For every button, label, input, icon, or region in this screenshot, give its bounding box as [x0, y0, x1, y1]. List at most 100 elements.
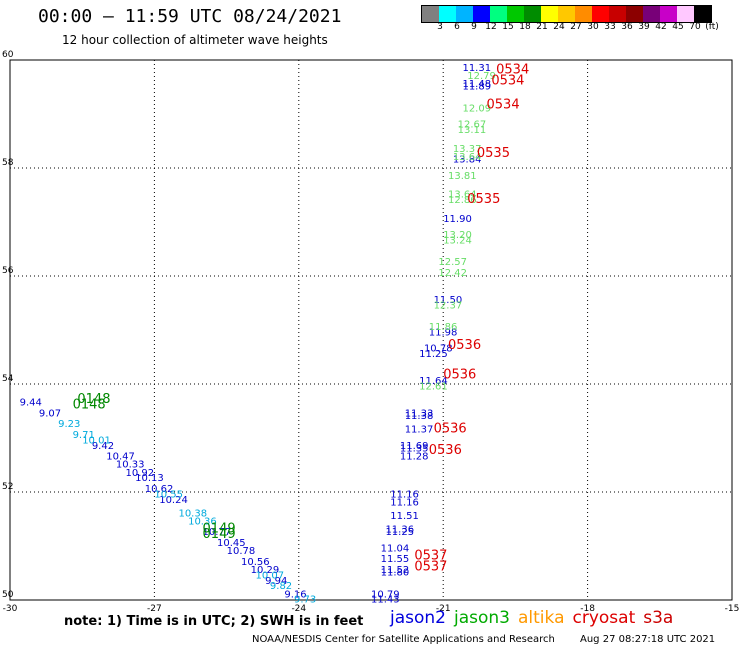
data-point-jason3: 13.37: [453, 144, 482, 155]
data-point-jason2-cyan: 10.01: [82, 435, 111, 446]
color-scale-label: 18: [519, 22, 531, 32]
data-point-jason3: 13.11: [458, 125, 487, 136]
data-point-jason3: 12.42: [438, 268, 467, 279]
color-scale-cell: [558, 6, 575, 22]
data-point-jason2: 11.16: [390, 498, 419, 509]
data-point-jason2: 11.38: [405, 411, 434, 422]
data-point-jason3: 13.81: [448, 171, 477, 182]
data-point-cryosat: 0534: [487, 98, 520, 113]
color-scale-label: 36: [621, 22, 633, 32]
color-scale-cell: [507, 6, 524, 22]
data-point-jason3: 12.09: [462, 103, 491, 114]
y-tick-label: 54: [2, 374, 14, 384]
color-scale-cell: [541, 6, 558, 22]
data-point-jason2-cyan: 10.36: [188, 516, 217, 527]
color-scale-label: 9: [471, 22, 477, 32]
color-scale-cell: [456, 6, 473, 22]
data-point-jason2: 10.24: [159, 495, 188, 506]
data-point-jason2: 11.16: [390, 489, 419, 500]
data-point-jason2: 10.29: [251, 565, 280, 576]
page-subtitle: 12 hour collection of altimeter wave hei…: [62, 33, 328, 47]
data-point-jason2: 10.13: [135, 473, 164, 484]
color-scale-label: 21: [536, 22, 548, 32]
data-point-cryosat: 0536: [443, 368, 476, 383]
y-tick-label: 52: [2, 482, 13, 492]
data-point-jason2: 11.25: [385, 527, 414, 538]
legend-entry-jason2: jason2: [390, 608, 446, 628]
x-tick-label: -30: [3, 604, 18, 614]
data-point-cryosat: 0536: [429, 443, 462, 458]
data-point-cryosat: 0537: [414, 559, 447, 574]
color-scale-label: 45: [672, 22, 684, 32]
data-point-jason3: 12.67: [458, 120, 487, 131]
data-point-jason3: 12.57: [438, 257, 467, 268]
data-point-jason3: 13.24: [443, 236, 472, 247]
data-point-jason2: 11.69: [400, 441, 429, 452]
data-point-jason2: 11.50: [434, 295, 463, 306]
data-point-jason2: 11.98: [429, 327, 458, 338]
data-point-jason2: 11.28: [400, 452, 429, 463]
x-tick-label: -27: [147, 604, 162, 614]
data-point-jason2: 11.52: [381, 565, 410, 576]
data-point-jason3: 12.86: [448, 195, 477, 206]
color-scale-cell: [660, 6, 677, 22]
x-tick-label: -18: [580, 604, 595, 614]
data-point-jason2: 10.33: [116, 460, 145, 471]
data-point-jason3: 11.86: [429, 322, 458, 333]
data-point-jason2: 11.90: [443, 214, 472, 225]
data-point-jason3: 13.20: [443, 230, 472, 241]
color-scale-label: 70: [689, 22, 701, 32]
color-scale-cell: [490, 6, 507, 22]
satellite-legend: jason2 jason3 altika cryosat s3a: [390, 608, 681, 628]
data-point-jason2: 9.94: [265, 576, 287, 587]
data-point-jason2: 10.47: [106, 452, 135, 463]
data-point-jason3: 13.64: [448, 190, 477, 201]
data-point-jason2: 13.84: [453, 155, 482, 166]
data-point-cryosat: 0535: [467, 192, 500, 207]
color-scale-cell: [575, 6, 592, 22]
data-point-jason2: 11.48: [462, 79, 491, 90]
y-tick-label: 60: [2, 50, 14, 60]
data-point-jason3: 12.79: [467, 71, 496, 82]
data-point-jason3: 12.37: [434, 300, 463, 311]
data-point-jason2: 11.55: [381, 554, 410, 565]
data-point-jason2: 10.78: [227, 546, 256, 557]
color-scale-label: 15: [502, 22, 514, 32]
color-scale-cell: [422, 6, 439, 22]
color-scale-cell: [524, 6, 541, 22]
x-tick-label: -21: [436, 604, 451, 614]
data-point-jason3-time: 0148: [77, 392, 110, 407]
data-point-jason2: 10.56: [241, 557, 270, 568]
data-point-jason2: 10.92: [126, 468, 155, 479]
data-point-jason2: 10.45: [217, 538, 246, 549]
data-point-jason2: 10.77: [203, 527, 232, 538]
color-scale-bar: [421, 5, 712, 23]
data-point-jason2: 11.33: [405, 408, 434, 419]
color-scale-label: 39: [638, 22, 650, 32]
color-scale-cell: [439, 6, 456, 22]
color-scale-cell: [677, 6, 694, 22]
data-point-jason2-cyan: 9.73: [294, 595, 316, 606]
data-point-jason2: 11.37: [405, 425, 434, 436]
data-point-jason2-cyan: 9.71: [73, 430, 95, 441]
data-point-jason2: 11.04: [381, 543, 410, 554]
color-scale-cell: [473, 6, 490, 22]
data-point-jason3: 12.61: [419, 381, 448, 392]
data-point-jason2: 11.36: [385, 525, 414, 536]
color-scale-label: 42: [655, 22, 667, 32]
data-point-jason2-cyan: 10.07: [255, 570, 284, 581]
data-point-cryosat: 0536: [434, 422, 467, 437]
data-point-jason3: 13.64: [453, 152, 482, 163]
legend-entry-cryosat: cryosat: [572, 608, 636, 628]
y-tick-label: 58: [2, 158, 14, 168]
color-scale-label: (ft): [705, 22, 719, 32]
x-tick-label: -24: [291, 604, 306, 614]
data-point-jason2: 11.25: [419, 349, 448, 360]
data-point-jason2-cyan: 9.23: [58, 419, 80, 430]
data-point-jason2: 9.44: [20, 398, 42, 409]
data-point-cryosat: 0536: [448, 338, 481, 353]
page-title: 00:00 – 11:59 UTC 08/24/2021: [38, 6, 342, 27]
data-point-jason2: 9.42: [92, 441, 114, 452]
data-point-jason2: 11.89: [462, 82, 491, 93]
